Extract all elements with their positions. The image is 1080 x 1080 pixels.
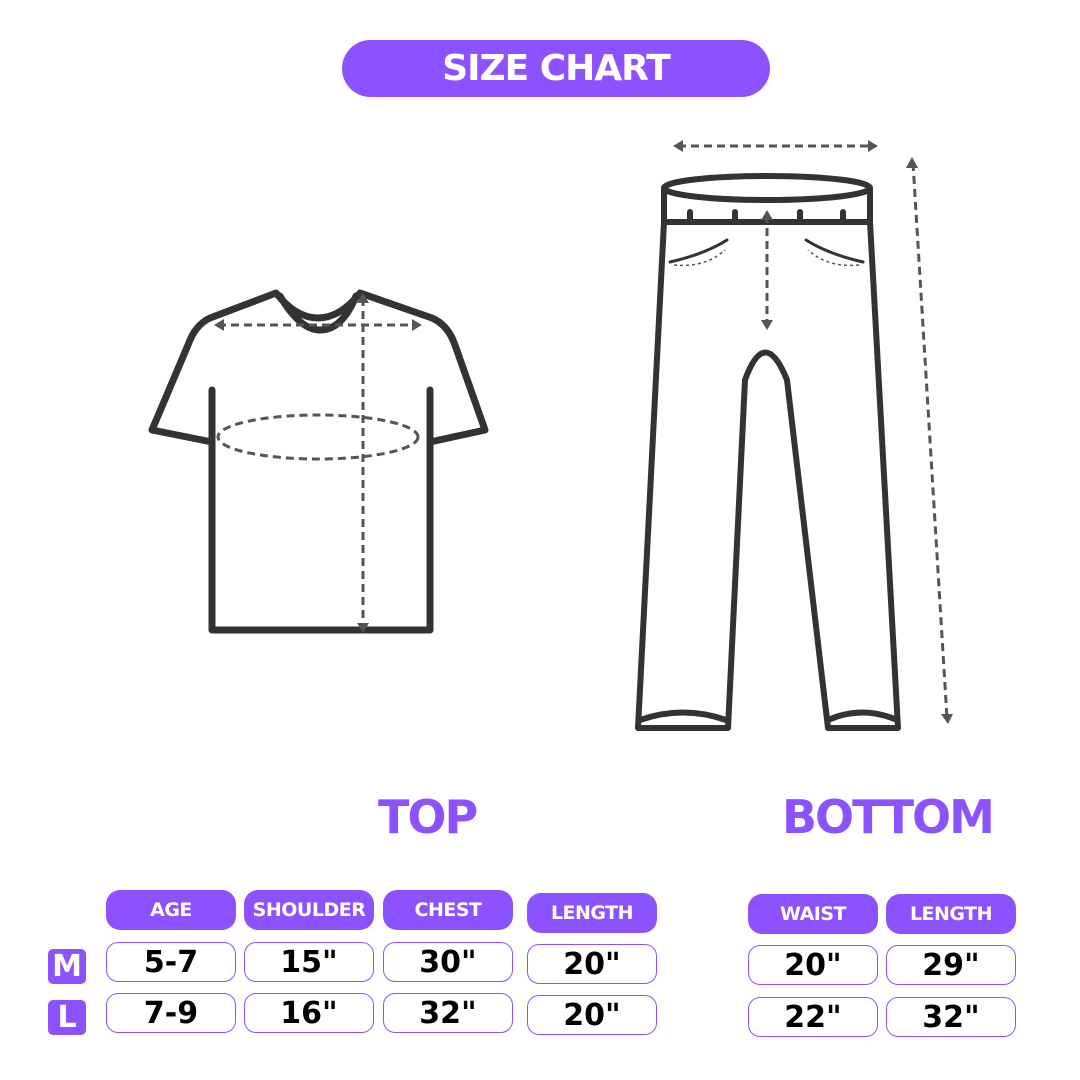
cell-l-bottom-length: 32" <box>886 997 1016 1037</box>
header-waist: WAIST <box>748 894 878 934</box>
header-chest: CHEST <box>383 890 513 930</box>
cell-l-age: 7-9 <box>106 993 236 1033</box>
top-section-label: TOP <box>378 790 478 844</box>
cell-m-bottom-length: 29" <box>886 945 1016 985</box>
header-bottom-length: LENGTH <box>886 894 1016 934</box>
bottom-section-label: BOTTOM <box>782 790 995 844</box>
cell-m-age: 5-7 <box>106 942 236 982</box>
pants-diagram-icon <box>635 140 953 731</box>
header-age: AGE <box>106 890 236 930</box>
header-top-length: LENGTH <box>527 893 657 933</box>
cell-m-chest: 30" <box>383 942 513 982</box>
header-shoulder: SHOULDER <box>244 890 374 930</box>
size-chart-title: SIZE CHART <box>342 40 770 97</box>
size-badge-m: M <box>48 949 86 984</box>
cell-m-waist: 20" <box>748 945 878 985</box>
cell-l-shoulder: 16" <box>244 993 374 1033</box>
cell-l-waist: 22" <box>748 997 878 1037</box>
cell-m-top-length: 20" <box>527 944 657 984</box>
cell-l-top-length: 20" <box>527 995 657 1035</box>
size-badge-l: L <box>48 1000 86 1035</box>
tshirt-diagram-icon <box>148 289 489 634</box>
cell-m-shoulder: 15" <box>244 942 374 982</box>
cell-l-chest: 32" <box>383 993 513 1033</box>
